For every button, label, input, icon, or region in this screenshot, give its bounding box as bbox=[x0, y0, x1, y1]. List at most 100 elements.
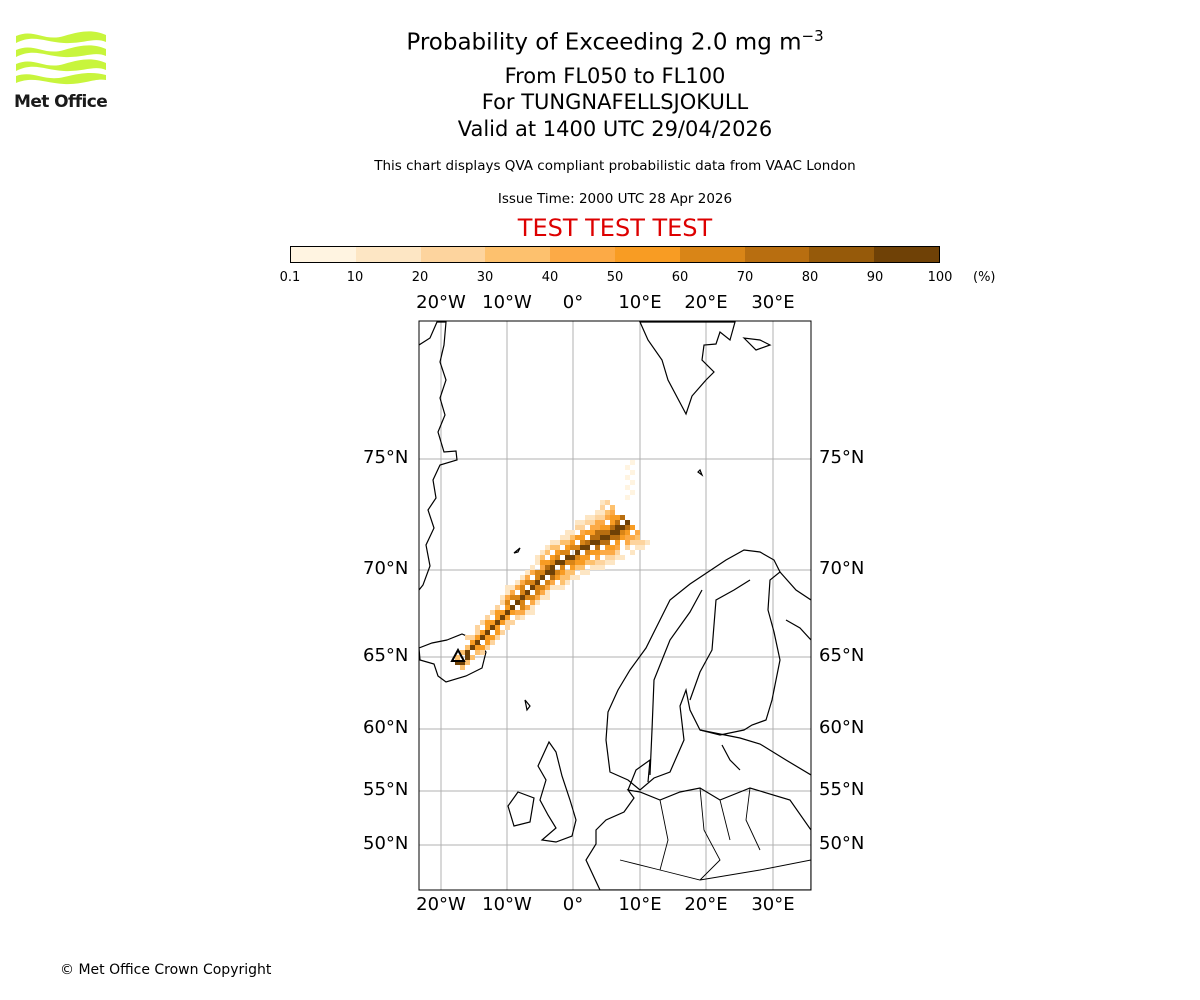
plume-cell bbox=[605, 510, 610, 515]
plume-cell bbox=[570, 575, 575, 580]
plume-cell bbox=[555, 585, 560, 590]
flight-level-line: From FL050 to FL100 bbox=[504, 64, 726, 88]
plume-cell bbox=[520, 595, 525, 600]
lat-tick-label: 50°N bbox=[363, 833, 409, 854]
plume-cell bbox=[540, 585, 545, 590]
plume-cell bbox=[560, 565, 565, 570]
plume-cell bbox=[475, 630, 480, 635]
plume-cell bbox=[595, 540, 600, 545]
plume-cell bbox=[540, 550, 545, 555]
plume-cell bbox=[550, 575, 555, 580]
lon-tick-label: 10°E bbox=[618, 292, 662, 313]
plume-cell bbox=[475, 640, 480, 645]
plume-cell bbox=[540, 555, 545, 560]
plume-cell bbox=[595, 545, 600, 550]
plume-cell bbox=[560, 550, 565, 555]
plume-cell bbox=[625, 530, 630, 535]
plume-cell bbox=[605, 530, 610, 535]
plume-cell bbox=[570, 560, 575, 565]
plume-cell bbox=[530, 610, 535, 615]
plume-cell bbox=[595, 510, 600, 515]
plume-cell bbox=[505, 605, 510, 610]
plume-cell bbox=[595, 525, 600, 530]
plume-cell bbox=[610, 505, 615, 510]
plume-cell bbox=[610, 555, 615, 560]
plume-cell bbox=[615, 545, 620, 550]
plume-cell bbox=[595, 535, 600, 540]
lat-tick-label: 65°N bbox=[363, 645, 409, 666]
plume-cell bbox=[615, 530, 620, 535]
plume-cell bbox=[465, 645, 470, 650]
plume-cell bbox=[540, 565, 545, 570]
plume-cell bbox=[610, 510, 615, 515]
plume-cell bbox=[465, 660, 470, 665]
plume-cell bbox=[545, 590, 550, 595]
plume-cell bbox=[610, 560, 615, 565]
plume-cell bbox=[475, 635, 480, 640]
plume-cell bbox=[475, 625, 480, 630]
plume-cell bbox=[550, 570, 555, 575]
plume-cell bbox=[575, 565, 580, 570]
plume-cell bbox=[525, 590, 530, 595]
plume-cell bbox=[625, 525, 630, 530]
plume-cell bbox=[585, 540, 590, 545]
coast-ireland bbox=[507, 791, 535, 827]
plume-cell bbox=[565, 555, 570, 560]
plume-cell bbox=[630, 470, 635, 475]
plume-cell bbox=[600, 540, 605, 545]
plume-cell bbox=[555, 570, 560, 575]
plume-cell bbox=[575, 560, 580, 565]
plume-cell bbox=[495, 620, 500, 625]
plume-cell bbox=[470, 635, 475, 640]
plume-cell bbox=[555, 575, 560, 580]
plume-cell bbox=[595, 515, 600, 520]
plume-cell bbox=[515, 580, 520, 585]
lat-tick-label: 60°N bbox=[363, 717, 409, 738]
plume-cell bbox=[490, 635, 495, 640]
plume-cell bbox=[595, 565, 600, 570]
plume-cell bbox=[495, 605, 500, 610]
plume-cell bbox=[570, 540, 575, 545]
lat-tick-label: 60°N bbox=[819, 717, 865, 738]
lon-tick-label: 0° bbox=[562, 894, 584, 915]
plume-cell bbox=[560, 585, 565, 590]
coast-sweden-border bbox=[649, 589, 703, 776]
plume-cell bbox=[600, 560, 605, 565]
logo-text: Met Office bbox=[14, 92, 108, 112]
lon-tick-label: 20°E bbox=[684, 292, 728, 313]
plume-cell bbox=[510, 590, 515, 595]
colorbar-segment bbox=[291, 247, 356, 262]
plume-cell bbox=[600, 530, 605, 535]
plume-cell bbox=[520, 590, 525, 595]
plume-cell bbox=[600, 500, 605, 505]
plume-cell bbox=[500, 595, 505, 600]
colorbar-segment bbox=[679, 247, 745, 262]
colorbar-segment bbox=[744, 247, 810, 262]
plume-cell bbox=[585, 515, 590, 520]
colorbar-tick-label: 50 bbox=[606, 270, 624, 285]
colorbar-tick-label: 70 bbox=[736, 270, 754, 285]
plume-cell bbox=[540, 590, 545, 595]
colorbar-tick-label: 20 bbox=[411, 270, 429, 285]
plume-cell bbox=[520, 605, 525, 610]
plume-cell bbox=[540, 595, 545, 600]
plume-cell bbox=[490, 620, 495, 625]
plume-cell bbox=[575, 550, 580, 555]
plume-cell bbox=[625, 540, 630, 545]
plume-cell bbox=[485, 635, 490, 640]
plume-cell bbox=[595, 520, 600, 525]
met-office-logo: Met Office bbox=[14, 30, 108, 112]
plume-cell bbox=[625, 465, 630, 470]
plume-cell bbox=[590, 515, 595, 520]
plume-cell bbox=[530, 585, 535, 590]
plume-cell bbox=[510, 595, 515, 600]
plume-cell bbox=[565, 550, 570, 555]
plume-cell bbox=[590, 550, 595, 555]
plume-cell bbox=[625, 495, 630, 500]
plume-cell bbox=[635, 530, 640, 535]
colorbar-tick-label: 60 bbox=[671, 270, 689, 285]
plume-cell bbox=[630, 535, 635, 540]
plume-cell bbox=[485, 630, 490, 635]
plume-cell bbox=[575, 525, 580, 530]
plume-cell bbox=[615, 555, 620, 560]
